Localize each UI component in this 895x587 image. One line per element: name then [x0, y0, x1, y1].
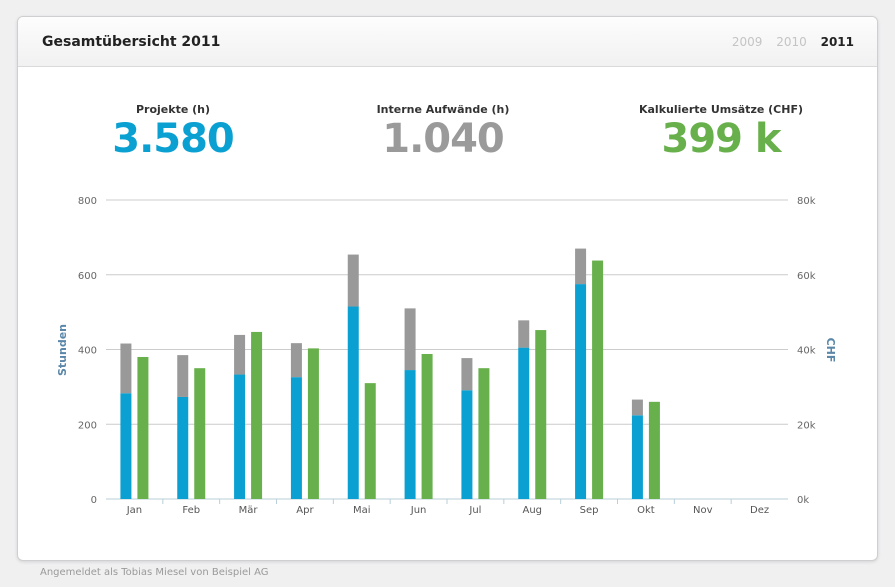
- x-tick-label: Mär: [239, 505, 259, 516]
- bar-umsatz-chf[interactable]: [421, 353, 433, 499]
- x-tick-label: Jun: [410, 505, 427, 516]
- grid-layer: [106, 199, 788, 504]
- bar-projekte-hours[interactable]: [575, 284, 587, 499]
- kpi-projekte-value: 3.580: [112, 116, 235, 162]
- y-axis-label: Stunden: [56, 324, 69, 376]
- x-tick-label: Dez: [750, 505, 769, 516]
- x-tick-label: Aug: [522, 505, 542, 516]
- y2-axis-label: CHF: [824, 338, 837, 363]
- overview-card: Gesamtübersicht 2011 2009 2010 2011 Proj…: [17, 16, 878, 561]
- bar-layer: [120, 248, 660, 499]
- x-tick-label: Nov: [693, 505, 713, 516]
- kpi-projekte-label: Projekte (h): [135, 103, 211, 116]
- bar-intern-hours[interactable]: [347, 254, 359, 307]
- kpi-intern-label: Interne Aufwände (h): [376, 103, 510, 116]
- year-link-2010[interactable]: 2010: [776, 35, 807, 49]
- year-link-2011[interactable]: 2011: [820, 35, 854, 49]
- y2-tick-label: 40k: [797, 346, 816, 357]
- y-tick-label: 600: [78, 271, 97, 282]
- bar-projekte-hours[interactable]: [234, 374, 246, 499]
- page-title: Gesamtübersicht 2011: [42, 34, 221, 50]
- bar-intern-hours[interactable]: [631, 399, 643, 416]
- x-tick-label: Okt: [637, 505, 655, 516]
- login-status: Angemeldet als Tobias Miesel von Beispie…: [40, 567, 269, 578]
- bar-intern-hours[interactable]: [404, 308, 416, 371]
- x-tick-label: Feb: [182, 505, 200, 516]
- kpi-projekte: Projekte (h) 3.580: [63, 103, 283, 160]
- bar-intern-hours[interactable]: [234, 334, 246, 375]
- y-tick-label: 200: [78, 420, 97, 431]
- bar-projekte-hours[interactable]: [461, 390, 473, 499]
- bar-projekte-hours[interactable]: [518, 347, 530, 499]
- bar-projekte-hours[interactable]: [177, 396, 189, 499]
- card-header: Gesamtübersicht 2011 2009 2010 2011: [18, 17, 877, 67]
- y2-tick-label: 0k: [797, 495, 809, 506]
- x-tick-label: Jan: [126, 505, 142, 516]
- bar-umsatz-chf[interactable]: [592, 260, 604, 499]
- bar-umsatz-chf[interactable]: [194, 368, 206, 499]
- bar-projekte-hours[interactable]: [404, 370, 416, 499]
- bar-intern-hours[interactable]: [518, 320, 530, 348]
- bar-projekte-hours[interactable]: [347, 306, 359, 499]
- bar-umsatz-chf[interactable]: [478, 368, 490, 499]
- y2-tick-label: 20k: [797, 420, 816, 431]
- bar-projekte-hours[interactable]: [290, 377, 302, 499]
- x-tick-label: Jul: [468, 505, 481, 516]
- x-tick-label: Mai: [353, 505, 371, 516]
- bar-umsatz-chf[interactable]: [364, 383, 376, 499]
- bar-intern-hours[interactable]: [461, 358, 473, 391]
- kpi-intern: Interne Aufwände (h) 1.040: [333, 103, 553, 160]
- bar-intern-hours[interactable]: [177, 355, 189, 397]
- kpi-intern-value: 1.040: [382, 116, 505, 162]
- bar-projekte-hours[interactable]: [120, 393, 132, 499]
- bar-umsatz-chf[interactable]: [535, 330, 547, 499]
- year-link-2009[interactable]: 2009: [731, 35, 763, 49]
- bar-projekte-hours[interactable]: [631, 415, 643, 499]
- year-navigation: 2009 2010 2011: [722, 35, 854, 49]
- bar-umsatz-chf[interactable]: [648, 401, 660, 499]
- bar-umsatz-chf[interactable]: [137, 356, 149, 499]
- y2-tick-label: 60k: [797, 271, 816, 282]
- y-tick-label: 800: [78, 196, 97, 207]
- bar-umsatz-chf[interactable]: [251, 331, 263, 499]
- x-tick-label: Apr: [296, 505, 314, 516]
- bar-intern-hours[interactable]: [120, 343, 132, 394]
- bar-intern-hours[interactable]: [290, 343, 302, 378]
- bar-intern-hours[interactable]: [575, 248, 587, 285]
- y-tick-label: 400: [78, 346, 97, 357]
- bar-umsatz-chf[interactable]: [307, 348, 319, 499]
- axis-layer: 0 0k 200 20k 400 40k 600 60k 800 80k Jan Feb Mär Apr M…: [78, 196, 816, 516]
- y-tick-label: 0: [91, 495, 97, 506]
- kpi-umsatz: Kalkulierte Umsätze (CHF) 399 k: [611, 103, 831, 160]
- kpi-umsatz-label: Kalkulierte Umsätze (CHF): [638, 103, 803, 116]
- x-tick-label: Sep: [580, 505, 599, 516]
- kpi-umsatz-value: 399 k: [661, 116, 781, 162]
- y2-tick-label: 80k: [797, 196, 816, 207]
